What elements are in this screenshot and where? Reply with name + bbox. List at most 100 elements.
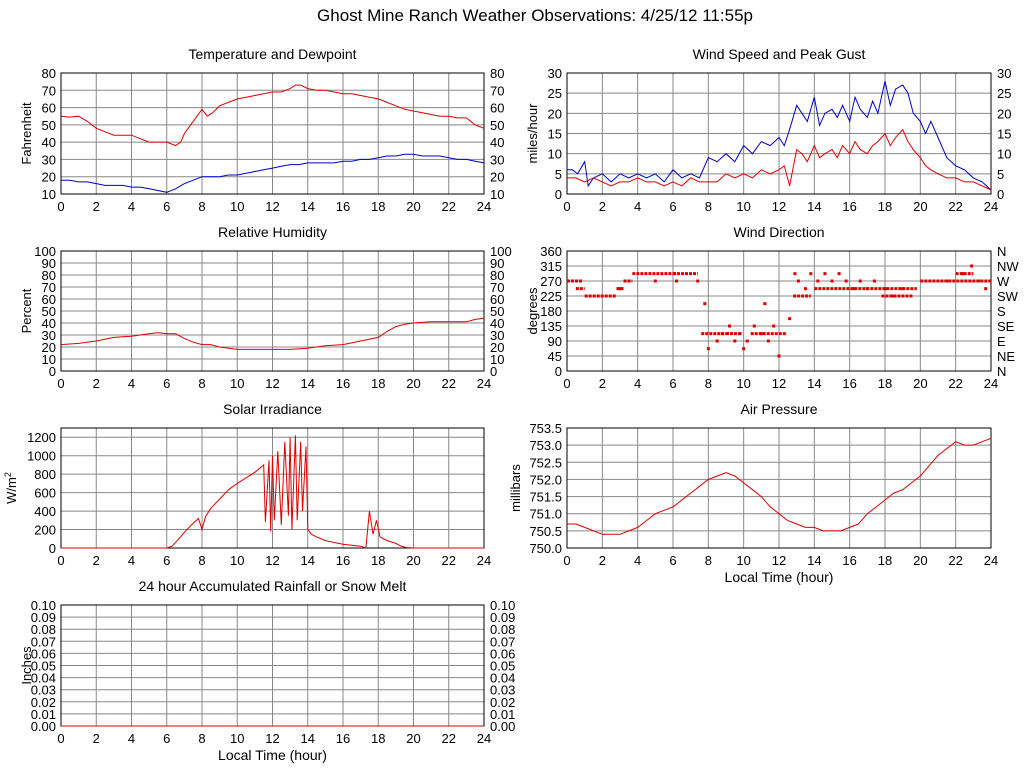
- temp-ytick-label: 20: [42, 170, 56, 185]
- wind-right-tick-label: 15: [997, 127, 1011, 142]
- hum-right-tick-label: 30: [490, 328, 504, 343]
- press-ytick-label: 752.5: [529, 455, 562, 470]
- dir-point: [901, 287, 905, 291]
- wind-title: Wind Speed and Peak Gust: [693, 46, 866, 62]
- hum-xtick-label: 18: [371, 376, 385, 391]
- press-ytick-label: 751.5: [529, 490, 562, 505]
- hum-ytick-label: 30: [42, 328, 56, 343]
- rain-title: 24 hour Accumulated Rainfall or Snow Mel…: [139, 578, 407, 594]
- hum-ytick-label: 60: [42, 292, 56, 307]
- rain-ytick-label: 0.06: [31, 646, 56, 661]
- solar-ytick-label: 0: [49, 541, 56, 556]
- solar-xtick-label: 8: [198, 553, 205, 568]
- press-xtick-label: 10: [736, 553, 750, 568]
- dir-point: [733, 339, 737, 343]
- rain-ytick-label: 0.02: [31, 695, 56, 710]
- temp-ylabel: Fahrenheit: [19, 102, 34, 165]
- temp-ytick-label: 60: [42, 101, 56, 116]
- dir-point: [851, 287, 855, 291]
- solar-ytick-label: 400: [34, 504, 56, 519]
- page-title: Ghost Mine Ranch Weather Observations: 4…: [317, 6, 753, 25]
- rain-ytick-label: 0.09: [31, 610, 56, 625]
- rain-chart: 24 hour Accumulated Rainfall or Snow Mel…: [19, 578, 515, 763]
- dir-ytick-label: 360: [540, 244, 562, 259]
- hum-xtick-label: 2: [93, 376, 100, 391]
- dir-point: [804, 287, 807, 291]
- press-ytick-label: 752.0: [529, 472, 562, 487]
- dir-point: [759, 332, 763, 336]
- press-ytick-label: 753.0: [529, 438, 562, 453]
- rain-right-tick-label: 0.09: [490, 610, 515, 625]
- dir-frame: [566, 250, 992, 372]
- wind-right-tick-label: 5: [997, 167, 1004, 182]
- solar-xtick-label: 10: [230, 553, 244, 568]
- dir-point: [653, 279, 657, 283]
- dir-ytick-label: 270: [540, 274, 562, 289]
- wind-ytick-label: 30: [548, 66, 562, 81]
- dir-right-tick-label: SE: [997, 319, 1015, 334]
- hum-ytick-label: 20: [42, 340, 56, 355]
- dir-point: [777, 354, 781, 358]
- wind-xtick-label: 2: [599, 199, 606, 214]
- solar-ylabel: W/m2: [3, 472, 19, 504]
- dir-point: [782, 332, 786, 336]
- solar-ytick-label: 1200: [27, 430, 56, 445]
- rain-ytick-label: 0.03: [31, 683, 56, 698]
- dir-ytick-label: 0: [555, 364, 562, 379]
- wind-ytick-label: 15: [548, 127, 562, 142]
- rain-xtick-label: 4: [128, 731, 135, 746]
- temp-xtick-label: 10: [230, 199, 244, 214]
- rain-ytick-label: 0.05: [31, 659, 56, 674]
- temp-right-tick-label: 50: [490, 118, 504, 133]
- temp-ytick-label: 40: [42, 135, 56, 150]
- wind-series-0: [567, 80, 992, 191]
- rain-xtick-label: 8: [198, 731, 205, 746]
- dir-point: [945, 279, 949, 283]
- temp-ytick-label: 70: [42, 83, 56, 98]
- hum-frame: [60, 250, 485, 372]
- dir-xtick-label: 18: [878, 376, 892, 391]
- hum-xtick-label: 16: [336, 376, 350, 391]
- press-xtick-label: 22: [948, 553, 962, 568]
- rain-xlabel: Local Time (hour): [218, 747, 327, 763]
- wind-xtick-label: 22: [948, 199, 962, 214]
- dir-right-tick-label: NE: [997, 349, 1015, 364]
- dir-xtick-label: 10: [736, 376, 750, 391]
- hum-right-tick-label: 100: [490, 244, 512, 259]
- wind-xtick-label: 24: [984, 199, 998, 214]
- hum-right-tick-label: 50: [490, 304, 504, 319]
- temp-right-tick-label: 30: [490, 152, 504, 167]
- dir-ytick-label: 45: [548, 349, 562, 364]
- dir-point: [883, 287, 887, 291]
- solar-ytick-label: 600: [34, 486, 56, 501]
- press-ytick-label: 750.5: [529, 524, 562, 539]
- solar-ytick-label: 200: [34, 523, 56, 538]
- wind-xtick-label: 14: [807, 199, 821, 214]
- wind-ytick-label: 0: [555, 187, 562, 202]
- dir-point: [715, 339, 719, 343]
- rain-right-tick-label: 0.05: [490, 659, 515, 674]
- rain-right-tick-label: 0.02: [490, 695, 515, 710]
- dir-xtick-label: 14: [807, 376, 821, 391]
- hum-ytick-label: 100: [34, 244, 56, 259]
- solar-frame: [60, 427, 485, 549]
- press-ytick-label: 751.0: [529, 507, 562, 522]
- press-xtick-label: 16: [842, 553, 856, 568]
- temp-right-tick-label: 70: [490, 83, 504, 98]
- rain-xtick-label: 2: [93, 731, 100, 746]
- wind-frame: [566, 72, 992, 195]
- temp-right-tick-label: 80: [490, 66, 504, 81]
- wind-ytick-label: 20: [548, 106, 562, 121]
- dir-point: [766, 339, 770, 343]
- hum-xtick-label: 8: [198, 376, 205, 391]
- dir-point: [675, 279, 679, 283]
- hum-title: Relative Humidity: [218, 224, 327, 240]
- rain-right-tick-label: 0.04: [490, 671, 515, 686]
- wind-ytick-label: 5: [555, 167, 562, 182]
- dir-ytick-label: 315: [540, 259, 562, 274]
